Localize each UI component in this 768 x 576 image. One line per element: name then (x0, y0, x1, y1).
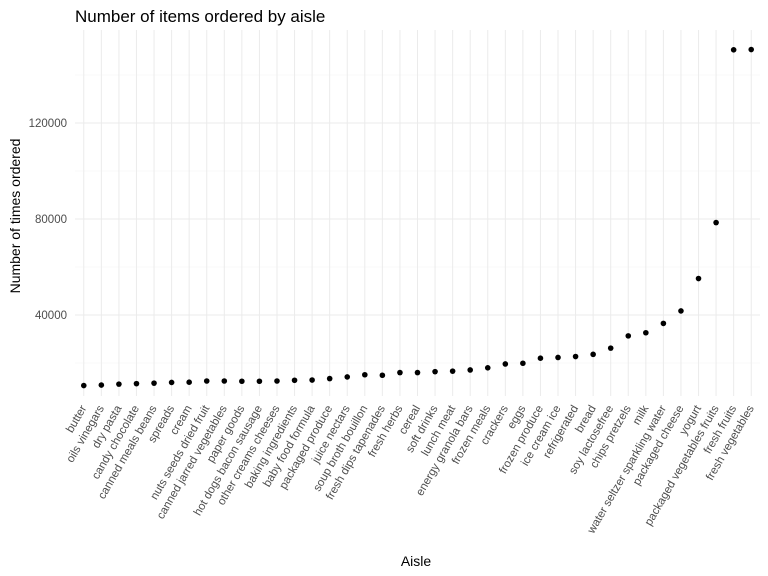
data-point (151, 380, 157, 386)
data-point (414, 369, 421, 376)
y-tick-label: 120000 (29, 118, 67, 130)
data-point (221, 378, 228, 384)
data-point (80, 382, 87, 389)
data-point (520, 360, 526, 367)
data-point (748, 46, 755, 53)
data-point (326, 375, 333, 382)
data-point (502, 361, 509, 367)
data-point (309, 377, 315, 383)
data-point (432, 368, 438, 375)
grid (75, 30, 760, 396)
x-axis-title: Aisle (401, 553, 432, 569)
data-point (186, 379, 192, 386)
data-point (344, 374, 351, 380)
data-point (362, 371, 368, 378)
data-point (397, 369, 403, 376)
data-point (98, 382, 105, 388)
data-point (590, 351, 596, 358)
data-point (695, 275, 702, 282)
data-point (572, 353, 579, 360)
data-point (379, 372, 386, 379)
data-point (256, 378, 263, 385)
data-point (660, 320, 667, 327)
data-points (80, 46, 755, 389)
data-point (730, 47, 737, 53)
chart-title: Number of items ordered by aisle (75, 7, 325, 26)
y-tick-label: 80000 (35, 214, 67, 226)
data-point (607, 345, 614, 351)
y-tick-labels: 40000 80000 120000 (29, 118, 67, 322)
y-tick-label: 40000 (35, 310, 67, 322)
data-point (291, 377, 298, 384)
data-point (643, 329, 649, 336)
data-point (484, 365, 491, 371)
data-point (116, 381, 122, 387)
data-point (537, 355, 544, 362)
data-point (678, 308, 684, 314)
data-point (713, 219, 719, 226)
data-point (239, 378, 245, 385)
data-point (203, 378, 210, 384)
data-point (449, 368, 456, 374)
data-point (625, 333, 632, 339)
data-point (168, 379, 175, 386)
data-point (467, 367, 473, 373)
data-point (274, 378, 280, 384)
data-point (555, 354, 561, 361)
y-axis-title: Number of times ordered (7, 139, 23, 294)
data-point (133, 380, 140, 387)
